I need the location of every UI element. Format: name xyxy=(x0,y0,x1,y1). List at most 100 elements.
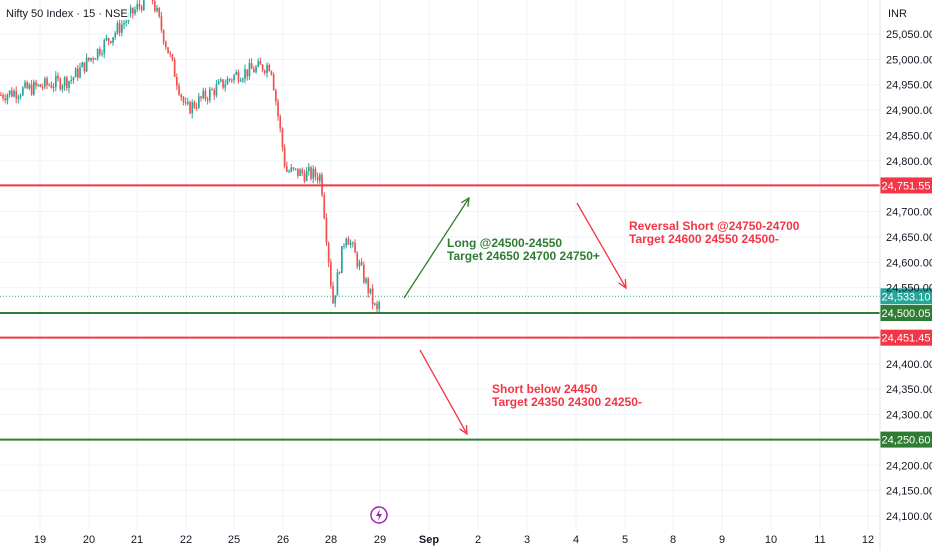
candle xyxy=(162,30,165,43)
candle xyxy=(132,7,134,14)
x-tick-label: 29 xyxy=(374,534,386,546)
candle xyxy=(299,169,301,177)
candle xyxy=(178,85,180,95)
candle xyxy=(41,87,44,89)
y-tick-label: 24,400.00 xyxy=(886,359,932,371)
arrow-head xyxy=(460,196,470,208)
candle xyxy=(180,94,183,98)
candle xyxy=(231,79,233,81)
x-axis[interactable]: 19 20 21 22 25 26 28 29 Sep 2 3 4 5 8 9 10 11 12 xyxy=(34,534,874,546)
candle xyxy=(193,102,196,108)
candle xyxy=(308,167,310,171)
y-tick-label: 24,100.00 xyxy=(886,511,932,523)
candle xyxy=(138,4,141,7)
candle xyxy=(294,168,297,170)
candle xyxy=(182,97,185,103)
annotation-arrows xyxy=(403,196,627,436)
level-tag xyxy=(880,305,932,322)
candle xyxy=(187,101,189,104)
candle xyxy=(242,78,244,81)
candle xyxy=(211,89,213,91)
x-tick-label: 3 xyxy=(524,534,530,546)
candle xyxy=(114,32,117,38)
candle xyxy=(261,64,264,71)
candle xyxy=(358,262,361,267)
candle xyxy=(268,65,271,72)
candle xyxy=(6,94,9,101)
candle xyxy=(22,87,24,96)
candle xyxy=(336,272,339,296)
x-tick-label: 8 xyxy=(670,534,676,546)
candle xyxy=(233,74,235,81)
y-tick-label: 24,700.00 xyxy=(886,207,932,219)
candle xyxy=(79,67,81,78)
candle xyxy=(345,238,348,246)
candle xyxy=(165,42,167,48)
candle xyxy=(81,62,84,68)
annotation-text: Reversal Short @24750-24700 xyxy=(629,219,800,233)
y-tick-label: 25,000.00 xyxy=(886,54,932,66)
candle xyxy=(378,302,381,310)
candle xyxy=(195,107,198,109)
candle xyxy=(237,72,240,82)
y-tick-label: 24,850.00 xyxy=(886,130,932,142)
x-tick-label: 11 xyxy=(814,534,825,546)
candle xyxy=(292,167,295,169)
candle xyxy=(0,94,2,96)
candle xyxy=(209,89,211,101)
candle xyxy=(61,85,64,90)
candle xyxy=(305,170,308,182)
candle xyxy=(15,91,18,99)
arrow-head xyxy=(459,424,468,436)
candle xyxy=(356,252,359,267)
candle xyxy=(50,85,53,88)
candle xyxy=(70,79,73,81)
candle xyxy=(330,262,332,286)
candle xyxy=(303,173,306,182)
event-marker-icon[interactable] xyxy=(370,506,388,524)
candle xyxy=(220,79,222,82)
y-axis[interactable]: 25,050.00 25,000.00 24,950.00 24,900.00 24,8… xyxy=(879,0,932,550)
candle xyxy=(319,174,321,181)
candle xyxy=(341,246,343,274)
last-price-tag xyxy=(880,288,932,305)
candle xyxy=(8,90,11,95)
candle xyxy=(369,288,372,294)
chart-title: Nifty 50 Index · 15 · NSE xyxy=(4,8,130,20)
candle xyxy=(52,86,55,88)
candle xyxy=(74,68,77,78)
candle xyxy=(26,82,29,89)
candle xyxy=(270,71,273,75)
candle xyxy=(66,77,68,89)
candle xyxy=(118,23,121,33)
y-tick-label: 24,350.00 xyxy=(886,384,932,396)
candle xyxy=(310,167,312,179)
candle xyxy=(312,168,315,179)
candle xyxy=(123,22,125,25)
candle xyxy=(275,90,277,102)
last-price-label: 24,533.10 xyxy=(882,291,931,303)
candle xyxy=(99,48,101,55)
annotation-text: Target 24600 24550 24500- xyxy=(629,232,779,246)
candle xyxy=(363,264,365,283)
candle xyxy=(92,58,95,60)
candle xyxy=(332,285,334,304)
x-tick-label: 25 xyxy=(228,534,240,546)
x-tick-label: 22 xyxy=(180,534,192,546)
candle xyxy=(266,65,268,73)
candle xyxy=(103,40,106,54)
chart-grid xyxy=(0,0,880,530)
candle xyxy=(35,81,37,86)
candle xyxy=(77,68,79,78)
candle xyxy=(286,166,288,172)
candle xyxy=(374,303,376,305)
y-tick-label: 25,050.00 xyxy=(886,29,932,41)
candle xyxy=(101,53,103,55)
candle xyxy=(367,278,370,294)
candle xyxy=(277,101,279,117)
candle xyxy=(301,169,304,174)
y-tick-label: 24,650.00 xyxy=(886,232,932,244)
candle xyxy=(17,96,20,99)
candle xyxy=(222,79,224,88)
